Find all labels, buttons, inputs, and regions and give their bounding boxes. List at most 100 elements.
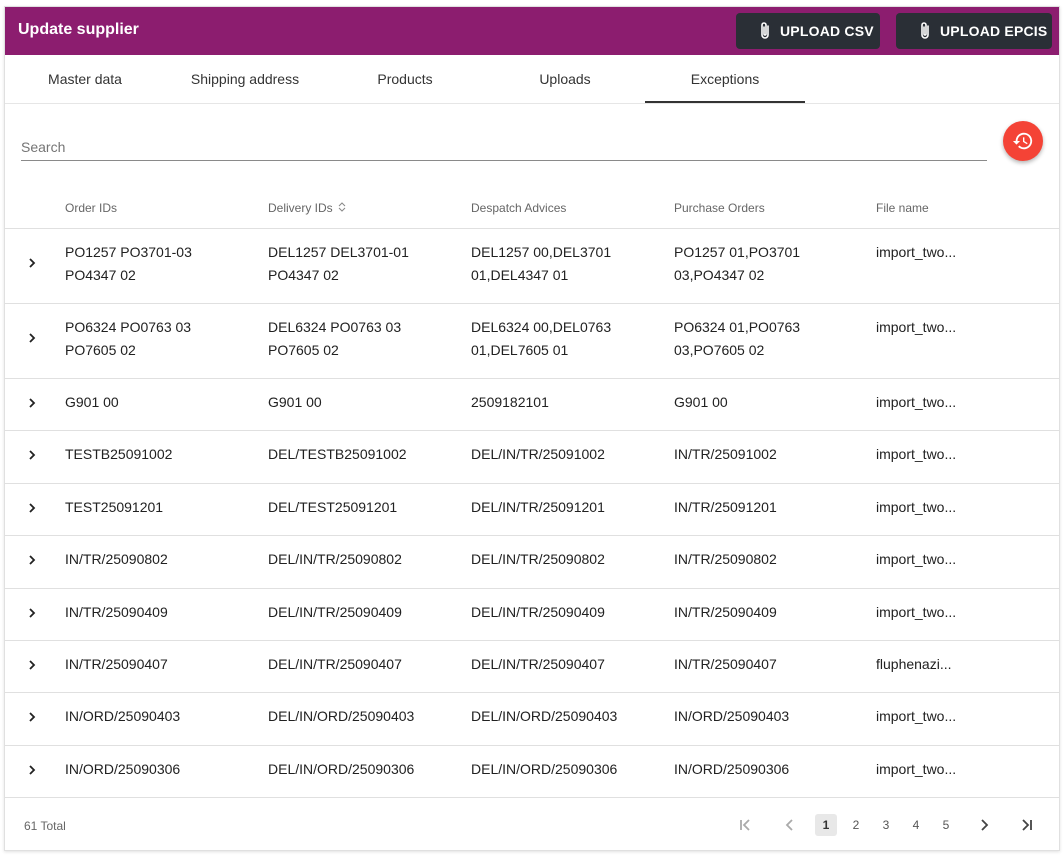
expand-row-chevron-icon[interactable] bbox=[25, 501, 39, 515]
tab-bar: Master data Shipping address Products Up… bbox=[5, 55, 1059, 104]
tab-shipping-address[interactable]: Shipping address bbox=[190, 71, 300, 87]
table-row[interactable]: TEST25091201 DEL/TEST25091201 DEL/IN/TR/25… bbox=[5, 484, 1059, 536]
tab-uploads[interactable]: Uploads bbox=[539, 71, 591, 87]
expand-row-chevron-icon[interactable] bbox=[25, 396, 39, 410]
cell-line: PO6324 01,PO0763 bbox=[674, 319, 801, 335]
table-row[interactable]: G901 00 G901 00 2509182101 G901 00 import_tw… bbox=[5, 379, 1059, 431]
file-name-cell: import_two... bbox=[876, 601, 956, 624]
despatch-advices-cell: DEL/IN/TR/25091002 bbox=[471, 443, 605, 466]
dialog-title: Update supplier bbox=[18, 21, 139, 38]
delivery-ids-cell: DEL/IN/ORD/25090403 bbox=[268, 705, 414, 728]
column-header-purchase-orders: Purchase Orders bbox=[674, 201, 765, 215]
expand-row-chevron-icon[interactable] bbox=[25, 448, 39, 462]
purchase-orders-cell: IN/TR/25090802 bbox=[674, 548, 777, 571]
purchase-orders-cell: IN/TR/25090409 bbox=[674, 601, 777, 624]
table-row[interactable]: IN/TR/25090407 DEL/IN/TR/25090407 DEL/IN/T… bbox=[5, 641, 1059, 693]
order-ids-cell: TEST25091201 bbox=[65, 496, 163, 519]
cell-line: PO6324 PO0763 03 bbox=[65, 319, 192, 335]
delivery-ids-cell: DEL6324 PO0763 03 PO7605 02 bbox=[268, 316, 401, 362]
sort-icon bbox=[338, 202, 346, 212]
cell-line: TESTB25091002 bbox=[65, 446, 173, 462]
cell-line: DEL/IN/ORD/25090403 bbox=[268, 708, 415, 724]
upload-csv-label: UPLOAD CSV bbox=[780, 23, 874, 39]
despatch-advices-cell: DEL/IN/ORD/25090306 bbox=[471, 758, 617, 781]
upload-epcis-button[interactable]: UPLOAD EPCIS bbox=[896, 13, 1052, 49]
delivery-ids-cell: DEL/TEST25091201 bbox=[268, 496, 397, 519]
tab-exceptions[interactable]: Exceptions bbox=[645, 55, 805, 103]
expand-row-chevron-icon[interactable] bbox=[25, 553, 39, 567]
table-row[interactable]: IN/ORD/25090403 DEL/IN/ORD/25090403 DEL/IN… bbox=[5, 693, 1059, 746]
cell-line: DEL/TEST25091201 bbox=[268, 499, 398, 515]
page-4-button[interactable]: 4 bbox=[912, 818, 920, 832]
cell-line: DEL1257 DEL3701-01 bbox=[268, 244, 409, 260]
expand-row-chevron-icon[interactable] bbox=[25, 331, 39, 345]
cell-line: G901 00 bbox=[268, 394, 322, 410]
expand-row-chevron-icon[interactable] bbox=[25, 763, 39, 777]
paperclip-icon bbox=[921, 22, 929, 39]
column-header-delivery-ids[interactable]: Delivery IDs bbox=[268, 201, 346, 215]
table-row[interactable]: TESTB25091002 DEL/TESTB25091002 DEL/IN/TR/… bbox=[5, 431, 1059, 484]
expand-row-chevron-icon[interactable] bbox=[25, 710, 39, 724]
upload-csv-button[interactable]: UPLOAD CSV bbox=[736, 13, 880, 49]
despatch-advices-cell: 2509182101 bbox=[471, 391, 549, 414]
cell-line: 01,DEL7605 01 bbox=[471, 342, 569, 358]
cell-line: DEL/IN/TR/25091002 bbox=[471, 446, 605, 462]
next-page-icon[interactable] bbox=[976, 817, 992, 833]
delivery-ids-cell: G901 00 bbox=[268, 391, 322, 414]
upload-epcis-label: UPLOAD EPCIS bbox=[940, 23, 1048, 39]
purchase-orders-cell: IN/TR/25091002 bbox=[674, 443, 777, 466]
search-input[interactable] bbox=[21, 135, 987, 159]
cell-line: import_two... bbox=[876, 394, 957, 410]
cell-line: TEST25091201 bbox=[65, 499, 164, 515]
delivery-ids-cell: DEL/IN/TR/25090802 bbox=[268, 548, 402, 571]
cell-line: fluphenazi... bbox=[876, 656, 952, 672]
cell-line: 01,DEL4347 01 bbox=[471, 267, 569, 283]
last-page-icon[interactable] bbox=[1019, 817, 1035, 833]
despatch-advices-cell: DEL/IN/TR/25090407 bbox=[471, 653, 605, 676]
update-supplier-dialog: Update supplier UPLOAD CSV UPLOAD EPCIS … bbox=[4, 6, 1060, 851]
column-header-order-ids: Order IDs bbox=[65, 201, 118, 215]
delivery-ids-cell: DEL/IN/ORD/25090306 bbox=[268, 758, 414, 781]
cell-line: IN/ORD/25090306 bbox=[65, 761, 181, 777]
paperclip-icon bbox=[761, 22, 769, 39]
cell-line: IN/ORD/25090306 bbox=[674, 761, 790, 777]
page-1-button[interactable]: 1 bbox=[815, 814, 837, 836]
despatch-advices-cell: DEL1257 00,DEL3701 01,DEL4347 01 bbox=[471, 241, 611, 287]
expand-row-chevron-icon[interactable] bbox=[25, 256, 39, 270]
table-row[interactable]: IN/TR/25090409 DEL/IN/TR/25090409 DEL/IN/T… bbox=[5, 589, 1059, 641]
tab-products[interactable]: Products bbox=[377, 71, 433, 87]
cell-line: DEL/IN/TR/25090409 bbox=[471, 604, 605, 620]
first-page-icon[interactable] bbox=[737, 817, 753, 833]
table-row[interactable]: PO1257 PO3701-03 PO4347 02 DEL1257 DEL3701… bbox=[5, 229, 1059, 304]
cell-line: DEL/IN/ORD/25090306 bbox=[471, 761, 618, 777]
cell-line: DEL6324 PO0763 03 bbox=[268, 319, 402, 335]
cell-line: DEL/IN/TR/25091201 bbox=[471, 499, 605, 515]
cell-line: import_two... bbox=[876, 446, 957, 462]
purchase-orders-cell: IN/TR/25090407 bbox=[674, 653, 777, 676]
page-3-button[interactable]: 3 bbox=[882, 818, 890, 832]
cell-line: IN/TR/25091002 bbox=[674, 446, 777, 462]
despatch-advices-cell: DEL/IN/TR/25090802 bbox=[471, 548, 605, 571]
despatch-advices-cell: DEL6324 00,DEL0763 01,DEL7605 01 bbox=[471, 316, 611, 362]
cell-line: G901 00 bbox=[65, 394, 119, 410]
tab-master-data[interactable]: Master data bbox=[48, 71, 122, 87]
previous-page-icon[interactable] bbox=[782, 817, 798, 833]
cell-line: IN/TR/25090407 bbox=[65, 656, 168, 672]
page-2-button[interactable]: 2 bbox=[852, 818, 860, 832]
cell-line: DEL1257 00,DEL3701 bbox=[471, 244, 612, 260]
page-5-button[interactable]: 5 bbox=[942, 818, 950, 832]
cell-line: IN/ORD/25090403 bbox=[674, 708, 790, 724]
table-row[interactable]: IN/TR/25090802 DEL/IN/TR/25090802 DEL/IN/T… bbox=[5, 536, 1059, 589]
expand-row-chevron-icon[interactable] bbox=[25, 658, 39, 672]
order-ids-cell: IN/TR/25090407 bbox=[65, 653, 168, 676]
cell-line: import_two... bbox=[876, 708, 957, 724]
cell-line: IN/TR/25090802 bbox=[65, 551, 168, 567]
table-row[interactable]: PO6324 PO0763 03 PO7605 02 DEL6324 PO0763 … bbox=[5, 304, 1059, 379]
delivery-ids-cell: DEL1257 DEL3701-01 PO4347 02 bbox=[268, 241, 409, 287]
file-name-cell: import_two... bbox=[876, 241, 956, 264]
expand-row-chevron-icon[interactable] bbox=[25, 606, 39, 620]
table-row[interactable]: IN/ORD/25090306 DEL/IN/ORD/25090306 DEL/IN… bbox=[5, 746, 1059, 798]
history-button[interactable] bbox=[1003, 121, 1043, 161]
purchase-orders-cell: IN/TR/25091201 bbox=[674, 496, 777, 519]
file-name-cell: import_two... bbox=[876, 496, 956, 519]
